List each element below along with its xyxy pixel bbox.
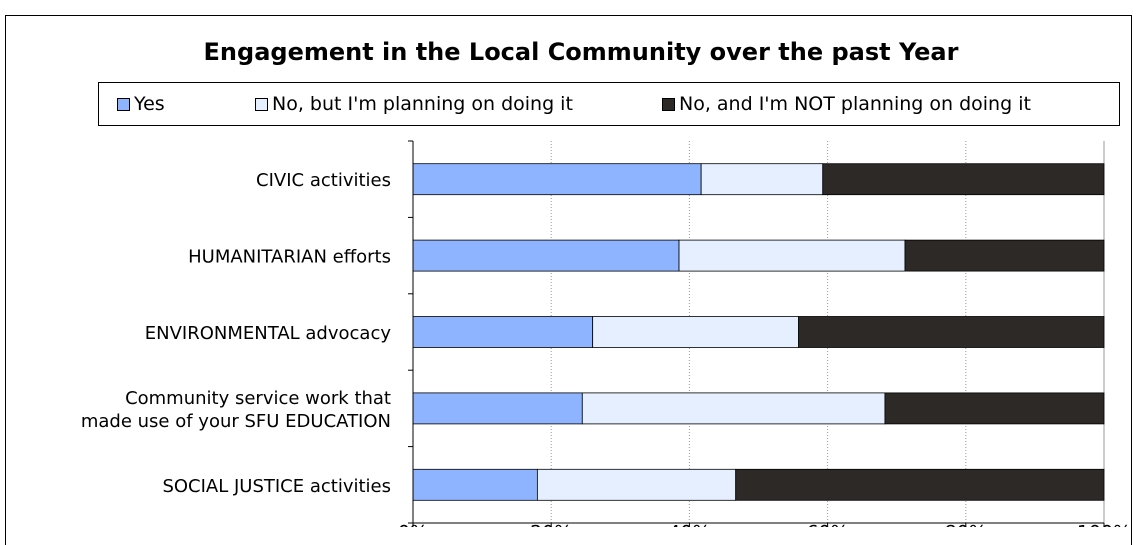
- bar-segment: [412, 468, 538, 501]
- legend-label-not-planning: No, and I'm NOT planning on doing it: [679, 93, 1031, 115]
- category-label: HUMANITARIAN efforts: [188, 247, 391, 268]
- bar-segment: [592, 316, 799, 348]
- bar-segment: [412, 239, 680, 272]
- x-tick-label: 80%: [945, 522, 987, 527]
- bar-segment: [735, 468, 1105, 501]
- category-label: Community service work that made use of y…: [81, 388, 391, 432]
- bar-segment: [798, 316, 1105, 348]
- bar-segment: [904, 239, 1105, 272]
- legend-item-not-planning: No, and I'm NOT planning on doing it: [662, 93, 1031, 115]
- category-label: ENVIRONMENTAL advocacy: [145, 323, 392, 344]
- bar-segment: [822, 163, 1105, 196]
- legend-item-yes: Yes: [117, 93, 165, 115]
- legend: Yes No, but I'm planning on doing it No,…: [98, 82, 1120, 126]
- x-tick-label: 60%: [806, 522, 848, 527]
- x-tick-label: 40%: [668, 522, 710, 527]
- legend-item-planning: No, but I'm planning on doing it: [255, 93, 573, 115]
- category-label-line: SOCIAL JUSTICE activities: [162, 476, 391, 497]
- bar-segment: [678, 239, 906, 272]
- bar-segment: [412, 163, 702, 196]
- chart-title: Engagement in the Local Community over t…: [203, 38, 959, 66]
- bar-segment: [412, 316, 594, 348]
- bar-segment: [581, 392, 886, 425]
- x-tick-label: 20%: [530, 522, 572, 527]
- bar-segment: [700, 163, 824, 196]
- category-label: CIVIC activities: [256, 170, 391, 191]
- legend-swatch-yes: [117, 97, 130, 111]
- legend-swatch-planning: [255, 97, 268, 111]
- legend-label-yes: Yes: [134, 93, 165, 115]
- category-label-line: CIVIC activities: [256, 170, 391, 191]
- category-label: SOCIAL JUSTICE activities: [162, 476, 391, 497]
- x-tick-label: 0%: [398, 522, 428, 527]
- bar-segment: [884, 392, 1105, 425]
- bar-segment: [536, 468, 737, 501]
- plot-area: CIVIC activities HUMANITARIAN efforts ENVI…: [81, 140, 1131, 527]
- category-label-line: made use of your SFU EDUCATION: [81, 411, 391, 432]
- bar-segment: [412, 392, 583, 425]
- legend-label-planning: No, but I'm planning on doing it: [272, 93, 573, 115]
- category-label-line: HUMANITARIAN efforts: [188, 247, 391, 268]
- category-label-line: Community service work that: [125, 388, 391, 409]
- x-tick-label: 100%: [1077, 522, 1131, 527]
- chart-frame: [5, 15, 1132, 545]
- legend-swatch-not-planning: [662, 97, 675, 111]
- category-label-line: ENVIRONMENTAL advocacy: [145, 323, 392, 344]
